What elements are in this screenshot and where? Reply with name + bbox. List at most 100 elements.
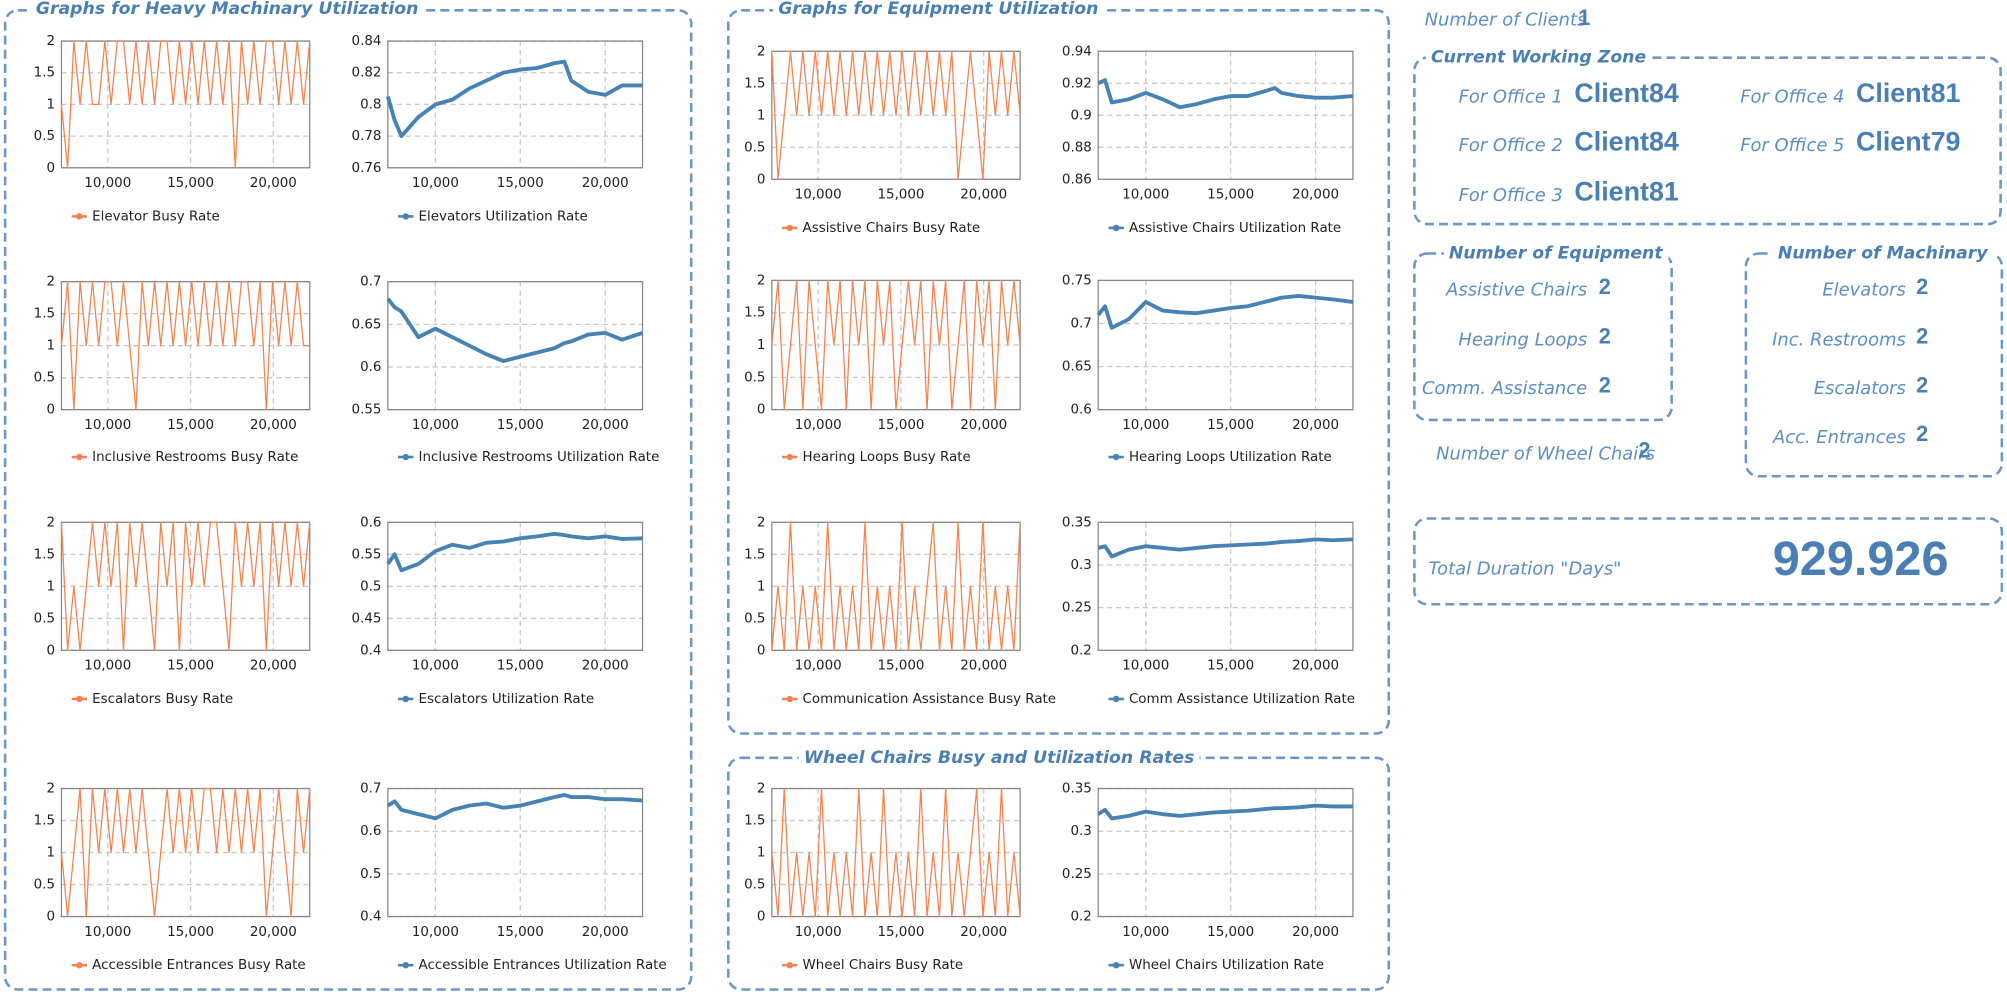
label: Number of Wheel Chairs [1436, 443, 1655, 464]
legend-label: Assistive Chairs Utilization Rate [1129, 221, 1341, 236]
plot-frame [387, 521, 644, 651]
value: 2 [1599, 372, 1611, 397]
data-line [385, 59, 643, 139]
legend-marker [402, 695, 409, 703]
x-tick-label: 15,000 [497, 418, 544, 433]
x-tick-label: 10,000 [1122, 925, 1169, 940]
value: 2 [1916, 421, 1928, 446]
title-backing [1425, 47, 1652, 68]
x-tick-label: 10,000 [412, 418, 459, 433]
y-tick-label: 0.7 [1070, 316, 1091, 331]
x-tick-label: 10,000 [1122, 418, 1169, 433]
y-tick-label: 0.6 [360, 360, 381, 375]
y-tick-label: 0.55 [352, 547, 382, 562]
x-tick-label: 15,000 [167, 176, 214, 191]
plot-area [387, 281, 643, 410]
title-backing [30, 0, 424, 20]
y-tick-label: 0.5 [34, 129, 55, 144]
legend-label: Hearing Loops Utilization Rate [1129, 450, 1332, 465]
y-tick-label: 0.84 [352, 34, 382, 49]
data-line [60, 787, 311, 918]
x-tick-label: 15,000 [167, 418, 214, 433]
legend-marker [76, 695, 83, 703]
y-tick-label: 0.76 [352, 161, 382, 176]
y-tick-label: 0.5 [744, 878, 765, 893]
y-tick-label: 1 [757, 338, 766, 353]
x-tick-label: 20,000 [250, 176, 297, 191]
value: 1 [1578, 5, 1590, 30]
y-tick-label: 1.5 [744, 306, 765, 321]
y-tick-label: 1 [757, 846, 766, 861]
y-tick-label: 2 [46, 515, 55, 530]
y-tick-label: 0.5 [744, 370, 765, 385]
y-tick-label: 0.5 [34, 611, 55, 626]
data-line [60, 281, 310, 411]
data-line [386, 531, 643, 573]
plot-frame [387, 40, 644, 169]
legend-label: Elevator Busy Rate [92, 209, 220, 224]
y-tick-label: 0.7 [360, 782, 381, 797]
y-tick-label: 0.5 [34, 371, 55, 386]
y-tick-label: 0.94 [1062, 44, 1092, 59]
y-tick-label: 2 [757, 782, 766, 797]
x-tick-label: 15,000 [167, 659, 214, 674]
y-tick-label: 2 [757, 44, 766, 59]
data-line [386, 297, 644, 363]
y-tick-label: 0.4 [360, 910, 381, 925]
y-tick-label: 1.5 [34, 547, 55, 562]
y-tick-label: 0.78 [352, 129, 382, 144]
plot-frame [1097, 787, 1354, 918]
x-tick-label: 15,000 [877, 925, 924, 940]
panel-title: Wheel Chairs Busy and Utilization Rates [804, 748, 1195, 768]
legend-marker [402, 961, 409, 969]
panel-border [1413, 517, 2004, 606]
y-tick-label: 0.3 [1070, 558, 1091, 573]
label: For Office 1 [1459, 86, 1563, 107]
x-tick-label: 20,000 [250, 418, 297, 433]
x-tick-label: 10,000 [1122, 659, 1169, 674]
label: Assistive Chairs [1445, 280, 1587, 301]
value: Client81 [1856, 78, 1961, 108]
label: For Office 2 [1459, 135, 1563, 156]
plot-frame [387, 281, 644, 411]
data-line [1097, 803, 1353, 821]
value: Client84 [1574, 78, 1679, 108]
y-tick-label: 2 [46, 782, 55, 797]
y-tick-label: 0.2 [1070, 643, 1091, 658]
x-tick-label: 20,000 [960, 659, 1007, 674]
y-tick-label: 1.5 [744, 547, 765, 562]
x-tick-label: 10,000 [84, 418, 131, 433]
x-tick-label: 10,000 [84, 176, 131, 191]
x-tick-label: 10,000 [84, 659, 131, 674]
legend-marker [76, 213, 83, 220]
x-tick-label: 20,000 [582, 418, 629, 433]
label: Inc. Restrooms [1772, 330, 1906, 351]
y-tick-label: 1 [757, 579, 766, 594]
data-line [771, 787, 1021, 918]
x-tick-label: 15,000 [1207, 925, 1254, 940]
y-tick-label: 0.55 [352, 403, 382, 418]
legend-marker [1112, 695, 1120, 703]
y-tick-label: 1.5 [34, 814, 55, 829]
data-line [60, 521, 311, 651]
x-tick-label: 15,000 [1207, 418, 1254, 433]
y-tick-label: 0.35 [1062, 782, 1092, 797]
plot-area [1098, 280, 1353, 410]
x-tick-label: 20,000 [250, 659, 297, 674]
x-tick-label: 10,000 [795, 418, 842, 433]
y-tick-label: 0.35 [1062, 515, 1092, 530]
data-line [1096, 293, 1354, 330]
y-tick-label: 1 [46, 97, 55, 112]
y-tick-label: 0.5 [34, 878, 55, 893]
y-tick-label: 1.5 [34, 66, 55, 81]
data-line [60, 40, 311, 169]
x-tick-label: 15,000 [877, 418, 924, 433]
y-tick-label: 0 [757, 172, 766, 187]
plot-frame [387, 787, 644, 918]
value: 2 [1599, 324, 1611, 349]
x-tick-label: 10,000 [412, 659, 459, 674]
legend-marker [1112, 453, 1120, 461]
y-tick-label: 0 [757, 403, 766, 418]
legend-marker [1112, 961, 1120, 969]
